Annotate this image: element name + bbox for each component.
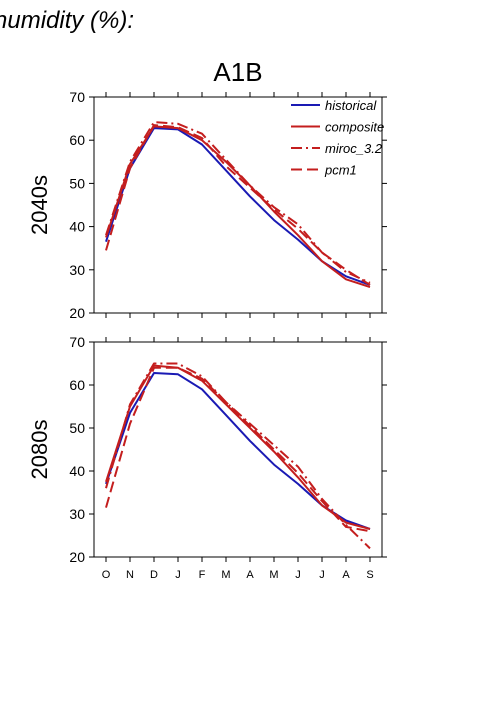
series-line-composite — [105, 125, 371, 289]
x-tick-label: S — [366, 569, 373, 581]
x-tick-label: D — [150, 569, 158, 581]
y-axis-label: 2080s — [27, 420, 52, 480]
y-tick-label: 40 — [69, 463, 85, 479]
plot-frame — [93, 96, 383, 314]
y-tick-label: 50 — [69, 420, 85, 436]
x-tick-label: M — [269, 569, 278, 581]
x-tick-label: A — [342, 569, 350, 581]
panel-2040s: 20 30 40 50 60 70 2040s historical composite miro… — [27, 89, 387, 321]
x-tick-label: M — [221, 569, 230, 581]
x-tick-label: F — [199, 569, 206, 581]
y-tick-label: 30 — [69, 506, 85, 522]
chart-title: A1B — [213, 57, 262, 87]
series-line-pcm1 — [105, 366, 371, 533]
series-line-historical — [105, 372, 371, 530]
x-tick-label: J — [319, 569, 325, 581]
y-tick-label: 70 — [69, 89, 85, 105]
y-tick-label: 70 — [69, 334, 85, 350]
y-tick-label: 60 — [69, 132, 85, 148]
legend-label: composite — [325, 120, 384, 135]
series-line-miroc-3-2 — [105, 121, 371, 284]
legend-label: pcm1 — [324, 163, 357, 178]
x-tick-label: N — [126, 569, 134, 581]
y-tick-label: 20 — [69, 305, 85, 321]
panel-2080s: 20 30 40 50 60 70 O N D J F M A M J J A S 2080s — [27, 334, 387, 581]
x-tick-label: J — [175, 569, 181, 581]
y-tick-label: 60 — [69, 377, 85, 393]
x-tick-label: A — [246, 569, 254, 581]
y-axis-label: 2040s — [27, 175, 52, 235]
series-line-composite — [105, 364, 371, 530]
chart-panels: 20 30 40 50 60 70 2040s historical composite miro… — [27, 89, 387, 581]
x-tick-label: O — [102, 569, 111, 581]
figure-heading: humidity (%): — [0, 7, 134, 34]
legend-label: historical — [325, 98, 377, 113]
series-line-pcm1 — [105, 124, 371, 286]
series-line-miroc-3-2 — [105, 362, 371, 550]
plot-frame — [93, 341, 383, 558]
y-tick-label: 50 — [69, 175, 85, 191]
y-tick-label: 30 — [69, 262, 85, 278]
x-tick-label: J — [295, 569, 301, 581]
y-tick-label: 40 — [69, 219, 85, 235]
legend-label: miroc_3.2 — [325, 141, 383, 156]
legend: historical composite miroc_3.2 pcm1 — [291, 98, 384, 178]
y-tick-label: 20 — [69, 549, 85, 565]
